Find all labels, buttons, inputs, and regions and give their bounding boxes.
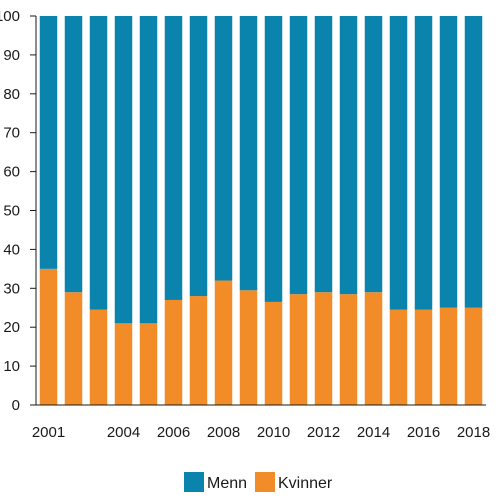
bar-menn-2016 bbox=[414, 16, 433, 310]
bar-menn-2015 bbox=[389, 16, 408, 310]
bar-menn-2001 bbox=[39, 16, 58, 269]
legend: Menn Kvinner bbox=[184, 472, 333, 492]
y-tick-label: 90 bbox=[3, 47, 20, 64]
y-tick-label: 50 bbox=[3, 203, 20, 220]
x-tick-label: 2001 bbox=[32, 424, 65, 441]
bar-kvinner-2011 bbox=[289, 294, 308, 405]
bar-kvinner-2013 bbox=[339, 294, 358, 405]
bar-menn-2008 bbox=[214, 16, 233, 281]
bar-menn-2014 bbox=[364, 16, 383, 293]
y-tick-label: 20 bbox=[3, 319, 20, 336]
bar-kvinner-2006 bbox=[164, 299, 183, 405]
bar-kvinner-2017 bbox=[439, 307, 458, 405]
bar-menn-2002 bbox=[64, 16, 83, 293]
x-tick-label: 2012 bbox=[307, 424, 340, 441]
y-tick-label: 10 bbox=[3, 358, 20, 375]
y-tick-label: 30 bbox=[3, 280, 20, 297]
bar-menn-2009 bbox=[239, 16, 258, 291]
bar-kvinner-2005 bbox=[139, 323, 158, 405]
legend-swatch-menn bbox=[184, 472, 204, 492]
x-tick-label: 2006 bbox=[157, 424, 190, 441]
bar-kvinner-2001 bbox=[39, 268, 58, 405]
legend-swatch-kvinner bbox=[255, 472, 275, 492]
bar-menn-2013 bbox=[339, 16, 358, 295]
y-axis: 0 10 20 30 40 50 60 70 80 90 100 bbox=[0, 8, 37, 414]
bar-kvinner-2002 bbox=[64, 292, 83, 405]
y-tick-label: 80 bbox=[3, 86, 20, 103]
bar-menn-2012 bbox=[314, 16, 333, 293]
bar-kvinner-2004 bbox=[114, 323, 133, 405]
y-tick-label: 100 bbox=[0, 8, 20, 25]
bar-kvinner-2010 bbox=[264, 301, 283, 405]
y-tick-label: 60 bbox=[3, 164, 20, 181]
x-tick-label: 2014 bbox=[357, 424, 390, 441]
x-tick-label: 2010 bbox=[257, 424, 290, 441]
bar-menn-2017 bbox=[439, 16, 458, 308]
bar-kvinner-2012 bbox=[314, 292, 333, 405]
bar-kvinner-2018 bbox=[464, 307, 483, 405]
x-tick-label: 2008 bbox=[207, 424, 240, 441]
x-tick-label: 2018 bbox=[457, 424, 490, 441]
bar-kvinner-2015 bbox=[389, 309, 408, 405]
bar-menn-2011 bbox=[289, 16, 308, 295]
bar-menn-2006 bbox=[164, 16, 183, 300]
y-tick-label: 70 bbox=[3, 125, 20, 142]
bar-kvinner-2007 bbox=[189, 296, 208, 405]
bar-menn-2004 bbox=[114, 16, 133, 324]
bar-menn-2007 bbox=[189, 16, 208, 297]
y-tick-label: 0 bbox=[12, 397, 20, 414]
y-tick-label: 40 bbox=[3, 241, 20, 258]
bar-kvinner-2003 bbox=[89, 309, 108, 405]
bar-menn-2010 bbox=[264, 16, 283, 302]
x-tick-label: 2016 bbox=[407, 424, 440, 441]
x-axis: 2001 2004 2006 2008 2010 2012 2014 2016 2018 bbox=[32, 404, 490, 441]
bar-kvinner-2009 bbox=[239, 290, 258, 405]
bar-kvinner-2014 bbox=[364, 292, 383, 405]
bar-kvinner-2016 bbox=[414, 309, 433, 405]
x-tick-label: 2004 bbox=[107, 424, 140, 441]
bars bbox=[39, 16, 483, 405]
bar-kvinner-2008 bbox=[214, 280, 233, 405]
bar-menn-2003 bbox=[89, 16, 108, 310]
bar-menn-2005 bbox=[139, 16, 158, 324]
bar-menn-2018 bbox=[464, 16, 483, 308]
legend-label-kvinner: Kvinner bbox=[278, 475, 333, 492]
legend-label-menn: Menn bbox=[207, 475, 247, 492]
